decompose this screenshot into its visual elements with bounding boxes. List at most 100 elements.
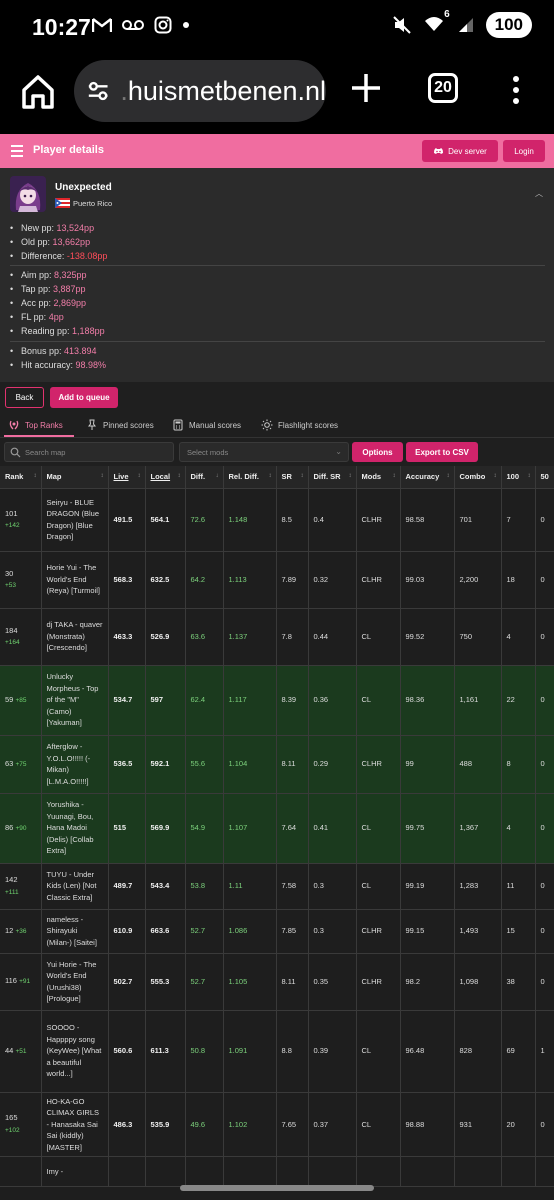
rank-delta: +36 bbox=[15, 927, 27, 935]
browser-menu-icon[interactable] bbox=[508, 74, 524, 106]
cell-local: 597 bbox=[145, 665, 186, 736]
mute-icon bbox=[392, 16, 411, 34]
sun-icon bbox=[261, 419, 273, 431]
home-icon[interactable] bbox=[18, 72, 58, 112]
tab-pinned-scores[interactable]: Pinned scores bbox=[86, 417, 154, 433]
table-row[interactable]: 30 +53 Horie Yui - The World's End (Reya) … bbox=[0, 551, 554, 609]
table-row[interactable]: 86 +90 Yorushika - Yuunagi, Bou, Hana Mad… bbox=[0, 793, 554, 864]
stat-item: Acc pp: 2,869pp bbox=[10, 296, 545, 310]
column-header[interactable]: SR ↕ bbox=[276, 466, 309, 489]
cell-combo bbox=[454, 1156, 502, 1187]
voicemail-icon bbox=[122, 20, 144, 30]
stat-label: Bonus pp: bbox=[21, 346, 65, 356]
home-indicator[interactable] bbox=[180, 1185, 374, 1191]
column-header[interactable]: Accuracy ↕ bbox=[400, 466, 455, 489]
column-header[interactable]: Mods ↕ bbox=[356, 466, 401, 489]
stat-value: 13,662pp bbox=[52, 237, 91, 247]
dev-server-button[interactable]: Dev server bbox=[422, 140, 498, 162]
column-header[interactable]: 50 bbox=[535, 466, 554, 489]
options-button[interactable]: Options bbox=[352, 442, 403, 462]
cell-c50: 1 bbox=[535, 1010, 554, 1093]
table-row[interactable]: 165 +102 HO-KA-GO CLIMAX GIRLS - Hanasaka … bbox=[0, 1092, 554, 1157]
tab-switcher-button[interactable]: 20 bbox=[428, 73, 458, 103]
table-row[interactable]: 63 +75 Afterglow - Y.O.L.O!!!!! (-Mikan) … bbox=[0, 735, 554, 794]
cell-combo: 931 bbox=[454, 1092, 502, 1157]
url-fade: . bbox=[120, 75, 128, 106]
column-header[interactable]: Live ↕ bbox=[108, 466, 146, 489]
table-row[interactable]: 59 +85 Unlucky Morpheus - Top of the "M" … bbox=[0, 665, 554, 736]
add-to-queue-button[interactable]: Add to queue bbox=[50, 387, 118, 408]
tab-flashlight-scores[interactable]: Flashlight scores bbox=[261, 417, 338, 433]
instagram-icon bbox=[154, 16, 172, 34]
sort-icon: ↕ bbox=[137, 473, 141, 479]
avatar bbox=[10, 176, 46, 212]
column-header[interactable]: Diff. ↓ bbox=[185, 466, 224, 489]
column-header[interactable]: Rel. Diff. ↕ bbox=[223, 466, 277, 489]
rank-inline: 116 +91 bbox=[5, 975, 36, 988]
cell-diff: 53.8 bbox=[185, 863, 224, 910]
cell-c100: 15 bbox=[501, 909, 536, 954]
column-header-label: Mods bbox=[361, 472, 382, 482]
cell-c100: 11 bbox=[501, 863, 536, 910]
cell-sr: 8.11 bbox=[276, 953, 309, 1011]
cell-c100: 18 bbox=[501, 551, 536, 609]
cell-rank: 101 +142 bbox=[0, 488, 42, 552]
cell-rel: 1.137 bbox=[223, 608, 277, 666]
cell-sr: 7.85 bbox=[276, 909, 309, 954]
cell-mods: CL bbox=[356, 608, 401, 666]
sort-icon: ↕ bbox=[348, 473, 352, 479]
cell-local: 535.9 bbox=[145, 1092, 186, 1157]
cell-c50: 0 bbox=[535, 551, 554, 609]
table-row[interactable]: 116 +91 Yui Horie - The World's End (Urus… bbox=[0, 953, 554, 1011]
collapse-chevron-icon[interactable]: ︿ bbox=[535, 189, 543, 198]
scores-table-container[interactable]: Rank ↕ Map ↕ Live ↕ Local ↕ Diff. ↓ Rel. Diff. ↕ SR ↕… bbox=[0, 466, 554, 1200]
stat-label: Tap pp: bbox=[21, 284, 54, 294]
login-button[interactable]: Login bbox=[503, 140, 545, 162]
filter-bar: Search map Select mods ⌄ Options Export … bbox=[0, 438, 554, 466]
stat-item: New pp: 13,524pp bbox=[10, 221, 545, 235]
cell-live: 515 bbox=[108, 793, 146, 864]
table-row[interactable]: 184 +164 dj TAKA - quaver (Monstrata) [Cre… bbox=[0, 608, 554, 666]
tab-manual-scores[interactable]: Manual scores bbox=[172, 417, 241, 433]
hamburger-menu-icon[interactable] bbox=[11, 145, 23, 157]
cell-map: Afterglow - Y.O.L.O!!!!! (-Mikan) [L.M.A… bbox=[41, 735, 109, 794]
column-header[interactable]: 100 ↕ bbox=[501, 466, 536, 489]
cell-dsr: 0.35 bbox=[308, 953, 357, 1011]
tab-label: Pinned scores bbox=[103, 420, 154, 430]
app-header: Player details Dev server Login bbox=[0, 134, 554, 168]
cell-c50: 0 bbox=[535, 735, 554, 794]
back-button[interactable]: Back bbox=[5, 387, 44, 408]
column-header[interactable]: Map ↕ bbox=[41, 466, 109, 489]
table-row[interactable]: 44 +51 SOOOO - Happppy song (KeyWee) [Wha… bbox=[0, 1010, 554, 1093]
cell-diff bbox=[185, 1156, 224, 1187]
cell-rank: 12 +36 bbox=[0, 909, 42, 954]
table-row[interactable]: 101 +142 Seiryu - BLUE DRAGON (Blue Dragon… bbox=[0, 488, 554, 552]
cell-live: 568.3 bbox=[108, 551, 146, 609]
table-row[interactable]: Imy - bbox=[0, 1156, 554, 1187]
stat-item: Bonus pp: 413.894 bbox=[10, 344, 545, 358]
notification-icons bbox=[92, 16, 190, 34]
address-bar[interactable]: .huismetbenen.nl bbox=[74, 60, 326, 122]
table-row[interactable]: 12 +36 nameless - Shirayuki (Milan-) [Sai… bbox=[0, 909, 554, 954]
column-header[interactable]: Rank ↕ bbox=[0, 466, 42, 489]
rank-value: 30 bbox=[5, 568, 14, 578]
table-row[interactable]: 142 +111 TUYU - Under Kids (Len) [Not Clas… bbox=[0, 863, 554, 910]
cell-c50: 0 bbox=[535, 608, 554, 666]
new-tab-icon[interactable] bbox=[350, 72, 382, 104]
cell-map: Imy - bbox=[41, 1156, 109, 1187]
column-header[interactable]: Diff. SR ↕ bbox=[308, 466, 357, 489]
stat-label: Acc pp: bbox=[21, 298, 54, 308]
discord-icon bbox=[434, 148, 444, 154]
column-header[interactable]: Combo ↕ bbox=[454, 466, 502, 489]
site-settings-icon[interactable] bbox=[86, 78, 110, 104]
pin-icon bbox=[88, 419, 96, 430]
column-header-label: Rank bbox=[5, 472, 24, 482]
mods-select[interactable]: Select mods ⌄ bbox=[179, 442, 349, 462]
cell-combo: 1,283 bbox=[454, 863, 502, 910]
tab-top-ranks[interactable]: Top Ranks bbox=[8, 417, 63, 433]
cell-mods: CL bbox=[356, 1092, 401, 1157]
column-header[interactable]: Local ↕ bbox=[145, 466, 186, 489]
export-csv-button[interactable]: Export to CSV bbox=[406, 442, 478, 462]
cell-rank: 30 +53 bbox=[0, 551, 42, 609]
search-input[interactable]: Search map bbox=[4, 442, 174, 462]
